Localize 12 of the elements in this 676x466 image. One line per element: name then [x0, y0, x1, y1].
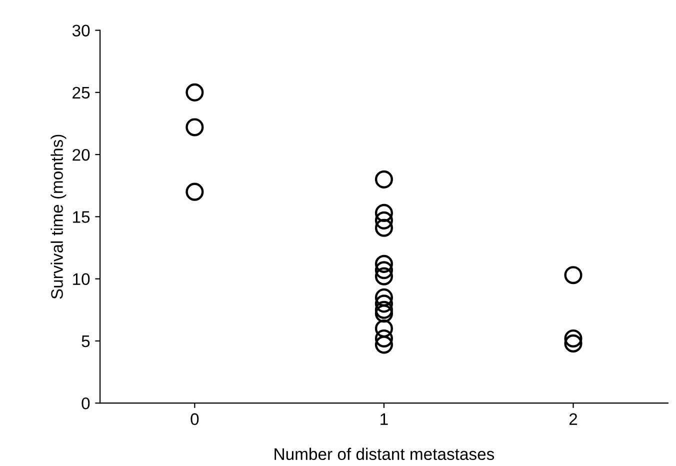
x-tick-label: 2: [569, 413, 578, 425]
x-axis-title: Number of distant metastases: [274, 448, 494, 460]
y-tick-label: 5: [82, 336, 90, 348]
y-tick-label: 15: [73, 211, 90, 223]
y-axis-title: Survival time (months): [50, 134, 66, 299]
x-tick-label: 0: [190, 413, 199, 426]
y-tick-label: 10: [73, 273, 90, 286]
y-tick-label: 30: [72, 24, 90, 36]
y-tick-label: 25: [72, 86, 90, 99]
y-tick-label: 20: [72, 148, 90, 161]
y-tick-label: 0: [82, 397, 90, 410]
x-tick-label: 1: [380, 413, 388, 425]
